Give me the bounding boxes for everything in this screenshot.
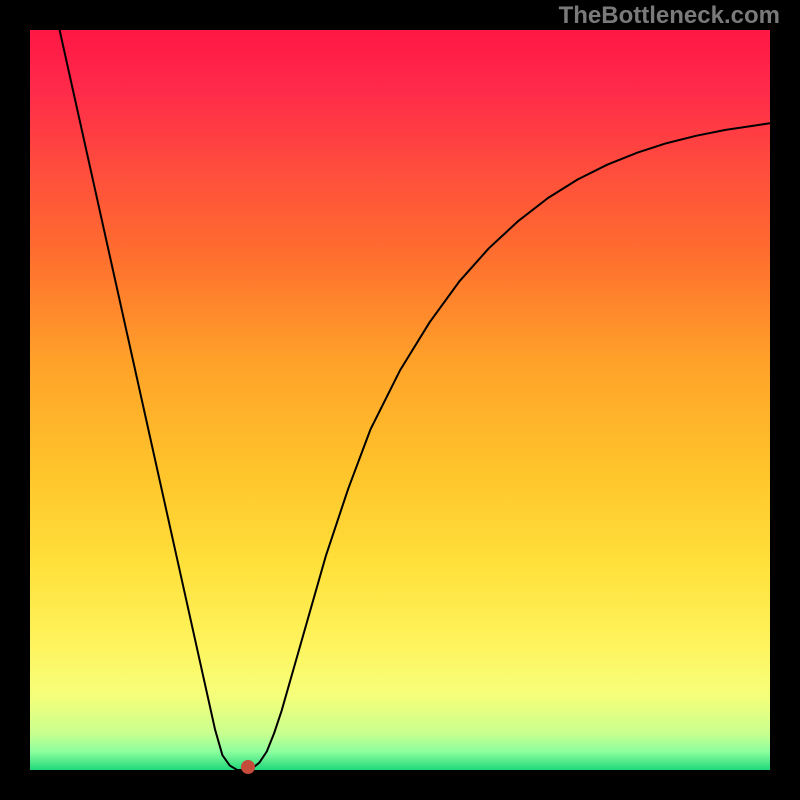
minimum-marker (241, 760, 255, 774)
chart-stage: TheBottleneck.com (0, 0, 800, 800)
watermark-text: TheBottleneck.com (559, 2, 780, 30)
plot-area (30, 30, 770, 770)
curve-svg (30, 30, 770, 770)
bottleneck-curve (60, 30, 770, 770)
